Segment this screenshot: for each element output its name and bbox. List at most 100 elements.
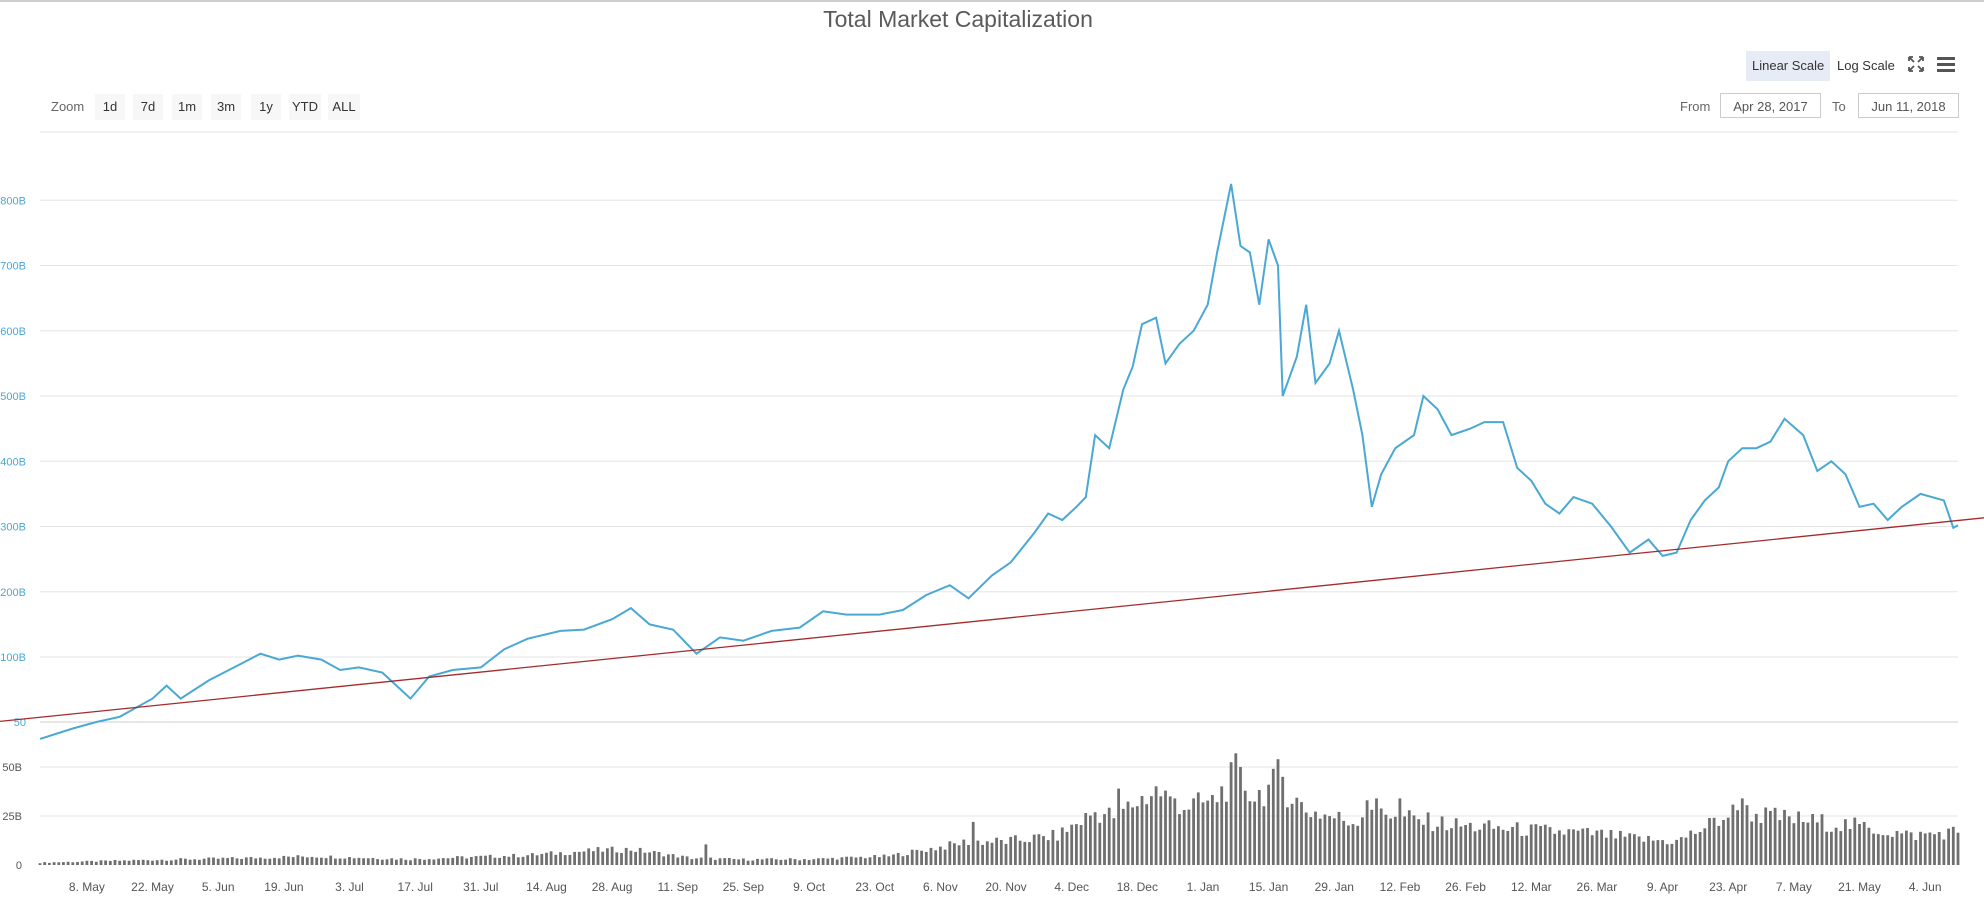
volume-bar	[1356, 825, 1360, 865]
main-y-tick-label: 800B	[0, 195, 26, 207]
zoom-7d-button[interactable]: 7d	[133, 94, 163, 120]
log-scale-button[interactable]: Log Scale	[1837, 58, 1895, 73]
volume-bar	[488, 854, 492, 865]
volume-bar	[1164, 790, 1167, 865]
volume-bar	[343, 858, 347, 865]
volume-bar	[1736, 810, 1739, 865]
volume-bar	[1797, 811, 1800, 865]
hamburger-menu-icon[interactable]	[1936, 55, 1956, 73]
x-tick-label: 4. Jun	[1909, 880, 1942, 894]
volume-bar	[1543, 824, 1547, 865]
volume-bar	[1572, 829, 1575, 865]
volume-bar	[976, 840, 980, 865]
volume-bar	[1876, 834, 1880, 865]
volume-bar	[1539, 826, 1542, 865]
volume-bar	[273, 857, 276, 865]
volume-bar	[685, 856, 689, 865]
volume-bar	[521, 856, 525, 865]
x-tick-label: 4. Dec	[1054, 880, 1089, 894]
volume-bar	[1642, 841, 1646, 865]
volume-y-tick-label: 50B	[2, 762, 22, 774]
volume-bar	[1225, 801, 1228, 865]
volume-bar	[1332, 818, 1336, 865]
volume-bar	[1956, 832, 1960, 865]
volume-bar	[995, 837, 998, 865]
linear-scale-button[interactable]: Linear Scale	[1746, 51, 1831, 81]
fullscreen-icon[interactable]	[1907, 55, 1925, 73]
to-date-input[interactable]: Jun 11, 2018	[1858, 93, 1959, 118]
volume-bar	[1192, 798, 1195, 865]
market-cap-line[interactable]	[39, 183, 1959, 740]
volume-bar	[549, 851, 553, 865]
volume-bar	[798, 860, 802, 865]
volume-bar	[1375, 798, 1378, 865]
from-date-input[interactable]: Apr 28, 2017	[1720, 93, 1821, 118]
volume-bar	[1600, 829, 1603, 865]
volume-bar	[1689, 830, 1693, 865]
volume-bar	[1370, 809, 1374, 865]
volume-bar	[1262, 806, 1266, 865]
volume-bar	[160, 859, 164, 865]
volume-bar	[629, 850, 633, 865]
volume-bar	[249, 857, 253, 865]
volume-bar	[155, 860, 159, 865]
main-gridlines	[40, 131, 1958, 658]
volume-bar	[1267, 784, 1270, 865]
zoom-3m-button[interactable]: 3m	[211, 94, 241, 120]
support-trendline	[0, 517, 1984, 723]
volume-bar	[887, 856, 891, 865]
volume-bar	[1135, 806, 1139, 865]
volume-bar	[620, 853, 623, 865]
volume-bar	[854, 857, 858, 865]
volume-bar	[76, 862, 79, 865]
volume-bar	[1726, 817, 1730, 865]
volume-bar	[1009, 836, 1013, 865]
volume-bar	[404, 859, 408, 865]
volume-bar	[146, 860, 150, 865]
volume-bar	[1848, 829, 1852, 865]
x-tick-label: 29. Jan	[1315, 880, 1354, 894]
volume-bar	[596, 847, 600, 865]
volume-bar	[1286, 807, 1289, 865]
top-border	[0, 0, 1984, 2]
x-tick-label: 31. Jul	[463, 880, 498, 894]
zoom-1d-button[interactable]: 1d	[95, 94, 125, 120]
volume-bar	[1679, 837, 1683, 865]
volume-bar	[915, 849, 919, 865]
volume-bar	[1304, 812, 1308, 865]
volume-bar	[43, 862, 47, 865]
volume-bar	[427, 859, 431, 865]
zoom-all-button[interactable]: ALL	[328, 94, 360, 120]
volume-bar	[615, 852, 619, 865]
volume-bar	[582, 851, 586, 865]
volume-bar	[568, 854, 572, 865]
volume-bar	[1483, 823, 1486, 865]
volume-bar	[1778, 820, 1782, 865]
volume-bar	[531, 853, 534, 865]
volume-bar	[1951, 826, 1955, 865]
volume-bar	[1093, 812, 1097, 865]
volume-bar	[1121, 808, 1125, 865]
zoom-1m-button[interactable]: 1m	[172, 94, 202, 120]
volume-bar	[385, 859, 389, 865]
volume-bar	[873, 855, 877, 865]
volume-bar	[835, 859, 839, 865]
volume-bar	[474, 856, 478, 865]
volume-bar	[817, 858, 820, 865]
zoom-ytd-button[interactable]: YTD	[289, 94, 321, 120]
volume-bar	[662, 856, 666, 865]
volume-bar	[52, 862, 56, 865]
zoom-1y-button[interactable]: 1y	[251, 94, 281, 120]
volume-bar	[648, 852, 651, 865]
volume-bar	[254, 858, 258, 865]
from-label: From	[1680, 99, 1711, 114]
x-tick-label: 12. Mar	[1511, 880, 1552, 894]
volume-bar	[713, 859, 717, 865]
volume-bar	[1656, 840, 1660, 865]
volume-bar	[1300, 802, 1303, 865]
x-tick-label: 5. Jun	[202, 880, 235, 894]
volume-bar	[188, 859, 192, 865]
volume-bar	[1032, 834, 1036, 865]
volume-bar	[123, 860, 126, 865]
